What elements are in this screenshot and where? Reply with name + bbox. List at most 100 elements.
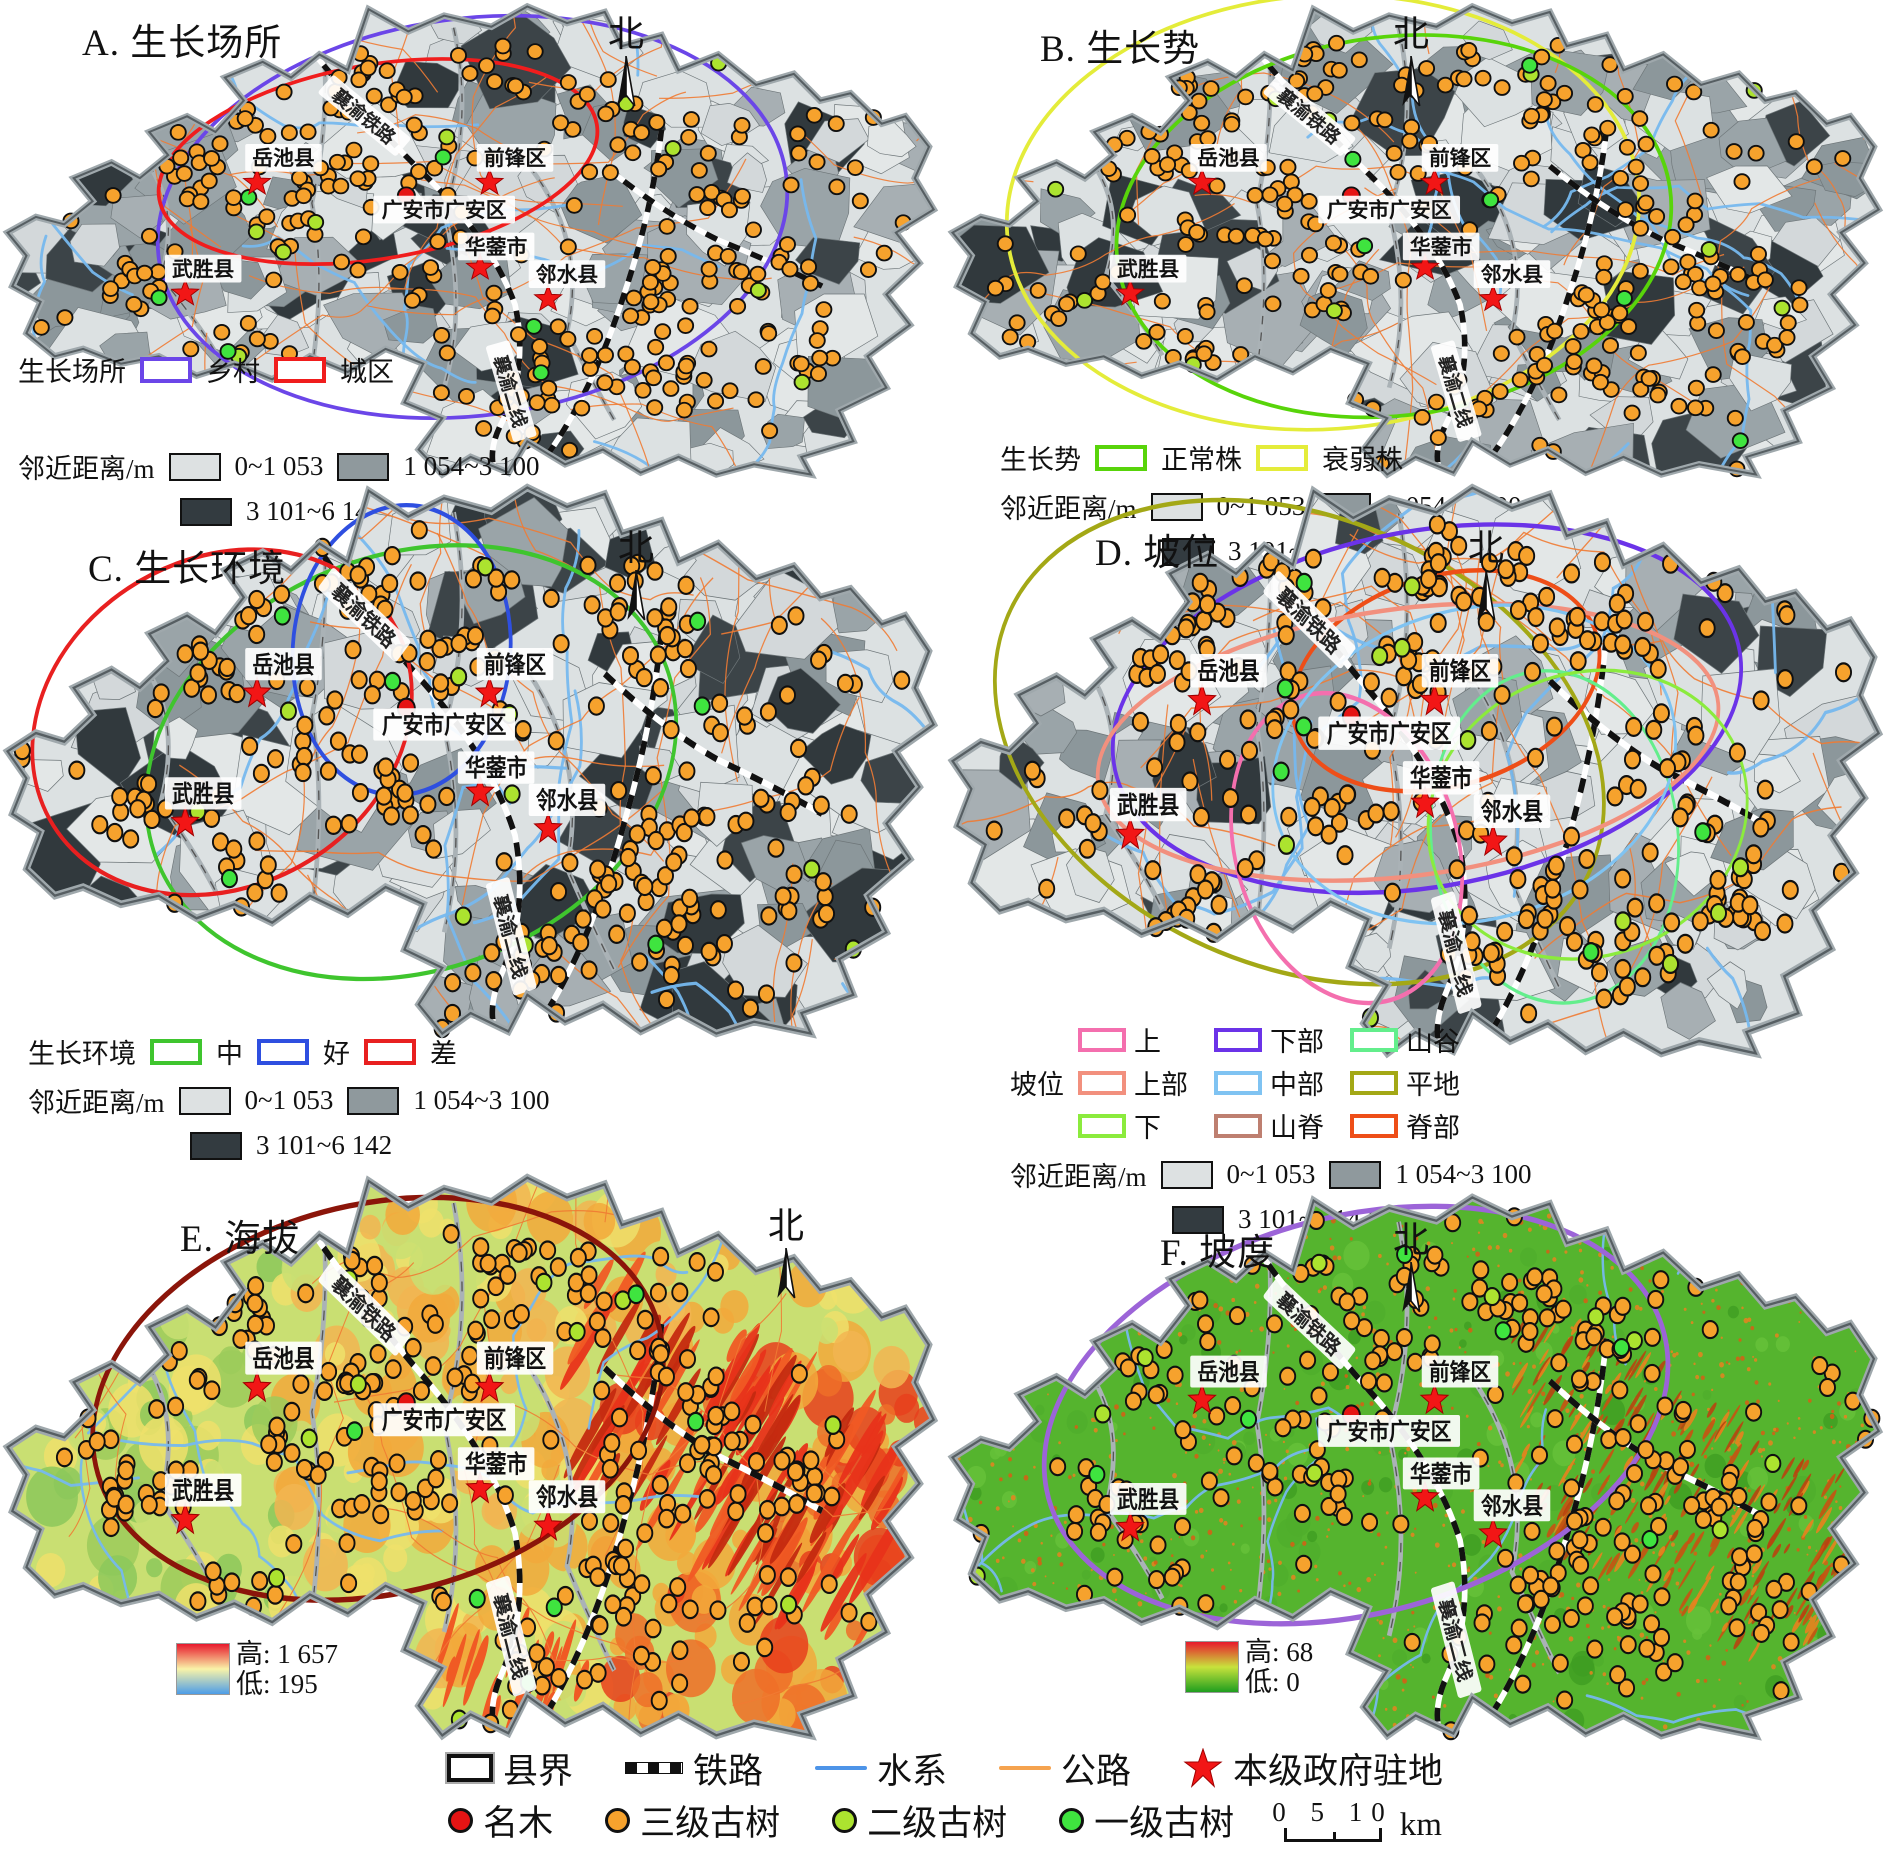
legend-color-box [1078, 1113, 1126, 1138]
legend-item-label: 平地 [1406, 1070, 1460, 1100]
legend-color-box [274, 356, 326, 383]
place-label: 武胜县 [172, 1477, 234, 1504]
panel-b-title: B. 生长势 [1040, 29, 1201, 70]
place-label: 邻水县 [1481, 263, 1543, 287]
legend-color-box [1214, 1113, 1262, 1138]
north-arrow-icon [617, 56, 636, 107]
government-star-icon [465, 252, 495, 280]
government-star-icon [1115, 1510, 1146, 1542]
distribution-ellipse [1271, 603, 1678, 926]
place-label: 华蓥市 [1410, 1461, 1472, 1487]
railway-icon [624, 1762, 683, 1774]
legend-color-box [1350, 1027, 1398, 1052]
legend-color-box [1350, 1070, 1398, 1095]
legend-item: 平地 [1350, 1063, 1460, 1102]
category-legend-title: 生长场所 [18, 357, 126, 387]
tree-dot-icon [448, 1807, 474, 1833]
north-arrow-icon [777, 1248, 796, 1299]
legend-item: 下部 [1214, 1020, 1324, 1059]
region-outline [5, 1176, 936, 1738]
panel-e: 岳池县 前锋区 广安市广安区 华蓥市 武胜县 邻水县 襄渝铁路 襄渝二线 E. 海拔 北 高:… [0, 1170, 945, 1742]
distance-color-box [190, 1131, 242, 1160]
legend-item-label: 山谷 [1406, 1027, 1460, 1057]
north-label: 北 [1392, 1220, 1429, 1260]
place-label: 武胜县 [1117, 1486, 1179, 1512]
north-label: 北 [1467, 528, 1504, 568]
government-star-icon [465, 774, 495, 807]
panel-c: 岳池县 前锋区 广安市广安区 华蓥市 武胜县 邻水县 襄渝铁路 襄渝二线 C. 生长环境 北 … [0, 480, 945, 1170]
distance-legend-row-1: 邻近距离/m 0~1 053 1 054~3 100 [1010, 1155, 1531, 1194]
panel-c-legend: 生长环境 中 好 差邻近距离/m 0~1 053 1 054~3 100 3 101~6 1… [28, 1032, 549, 1171]
place-label: 广安市广安区 [382, 711, 507, 739]
place-label: 前锋区 [484, 146, 546, 170]
legend-item-label: 中 [216, 1039, 243, 1069]
slope-ramp [1185, 1641, 1239, 1693]
legend-item-label: 水系 [876, 1751, 947, 1791]
elevation-low-label: 低: 195 [236, 1668, 318, 1699]
distance-item-label: 0~1 053 [234, 451, 324, 481]
legend-color-box [364, 1038, 416, 1065]
north-indicator: 北 [600, 530, 672, 622]
tree-dot-icon [832, 1807, 858, 1833]
legend-item-label: 上部 [1134, 1070, 1188, 1100]
government-star-icon [1115, 278, 1146, 306]
north-arrow-icon [627, 570, 646, 621]
elevation-ramp [176, 1643, 230, 1695]
place-label: 武胜县 [1117, 258, 1179, 281]
place-label: 武胜县 [1117, 792, 1179, 819]
slope-low-label: 低: 0 [1245, 1666, 1300, 1697]
legend-item: 中部 [1214, 1063, 1324, 1102]
north-indicator: 北 [590, 16, 662, 108]
government-star-icon [474, 675, 505, 708]
government-star-icon [533, 811, 563, 844]
place-label: 邻水县 [536, 787, 598, 814]
north-arrow-icon [1477, 570, 1496, 621]
distance-item-label: 0~1 053 [1226, 1159, 1316, 1189]
shared-legend-row-1: 县界 铁路 水系 公路 本级政府驻地 [0, 1742, 1890, 1794]
tree-dot-icon [1059, 1807, 1085, 1833]
place-label: 岳池县 [1197, 1359, 1259, 1385]
panel-b: 岳池县 前锋区 广安市广安区 华蓥市 武胜县 邻水县 襄渝铁路 襄渝二线 B. 生长势 北 生… [945, 0, 1890, 566]
legend-color-box [1078, 1070, 1126, 1095]
slope-position-grid: 上 下部 山谷 上部 中部 平地下 山脊 脊部 [1078, 1020, 1460, 1145]
distance-item-label: 1 054~3 100 [413, 1085, 550, 1115]
place-label: 广安市广安区 [1327, 1418, 1452, 1444]
distance-legend-row-1: 邻近距离/m 0~1 053 1 054~3 100 [28, 1081, 549, 1120]
legend-color-box [150, 1038, 202, 1065]
north-label: 北 [1392, 14, 1429, 54]
government-star-icon [242, 675, 272, 708]
legend-item-river: 水系 [814, 1743, 947, 1794]
distance-color-box [1172, 1205, 1224, 1234]
distance-legend-row-1: 邻近距离/m 0~1 053 1 054~3 100 [18, 447, 539, 486]
panel-f: 岳池县 前锋区 广安市广安区 华蓥市 武胜县 邻水县 襄渝铁路 襄渝二线 F. 坡度 北 高:… [945, 1190, 1890, 1742]
place-label: 武胜县 [172, 258, 234, 281]
legend-item-tree-class: 二级古树 [832, 1795, 1007, 1846]
place-label: 华蓥市 [465, 754, 527, 782]
place-label: 前锋区 [484, 650, 546, 678]
legend-item-label: 二级古树 [867, 1803, 1008, 1843]
north-label: 北 [617, 528, 654, 568]
legend-color-box [1214, 1027, 1262, 1052]
legend-item-label: 上 [1134, 1027, 1161, 1057]
panel-d-title: D. 坡位 [1095, 533, 1220, 574]
category-legend-title: 坡位 [1010, 1070, 1064, 1100]
place-label: 邻水县 [536, 263, 598, 287]
legend-item-label: 公路 [1061, 1751, 1132, 1791]
distance-legend-title: 邻近距离/m [1010, 1162, 1147, 1192]
road-icon [999, 1766, 1051, 1770]
legend-item-label: 下部 [1270, 1027, 1324, 1057]
legend-color-box [1214, 1070, 1262, 1095]
north-label: 北 [767, 1206, 804, 1246]
slope-ramp-legend: 高: 68 低: 0 [1185, 1638, 1313, 1696]
distance-item-label: 3 101~6 142 [256, 1130, 393, 1160]
panel-a: 岳池县 前锋区 广安市广安区 华蓥市 武胜县 邻水县 襄渝铁路 襄渝二线 A. 生长场所 北 … [0, 0, 945, 526]
legend-item-label: 一级古树 [1094, 1803, 1235, 1843]
legend-item-label: 乡村 [206, 357, 260, 387]
government-star-icon [1419, 1382, 1450, 1415]
distribution-ellipse [1426, 668, 1749, 961]
distance-item-label: 0~1 053 [244, 1085, 334, 1115]
place-label: 岳池县 [252, 146, 314, 170]
